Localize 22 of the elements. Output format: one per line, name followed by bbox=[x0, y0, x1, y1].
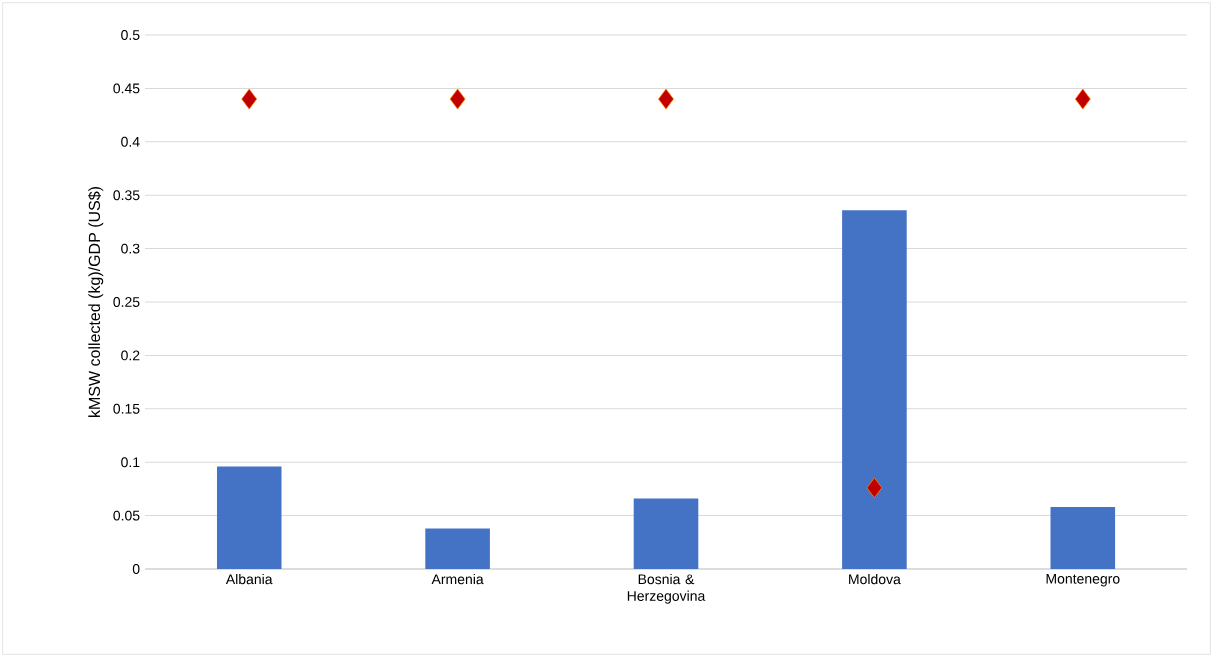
x-tick-label: Albania bbox=[225, 573, 273, 585]
bar bbox=[842, 210, 907, 569]
y-tick-label: 0.05 bbox=[113, 510, 140, 521]
x-tick-label: Moldova bbox=[849, 573, 901, 585]
y-tick-label: 0 bbox=[132, 564, 140, 574]
bar bbox=[216, 466, 282, 569]
y-tick-label: 0.25 bbox=[113, 297, 140, 307]
y-tick-label: 0.3 bbox=[121, 243, 140, 254]
y-tick-label: 0.2 bbox=[121, 350, 140, 361]
bar bbox=[1050, 507, 1116, 569]
y-tick-label: 0.1 bbox=[121, 457, 140, 468]
bar bbox=[633, 498, 699, 569]
y-tick-label: 0.4 bbox=[121, 136, 140, 147]
y-axis-title: kMSW collected (kg)/GDP (US$) bbox=[88, 187, 104, 417]
y-tick-label: 0.15 bbox=[113, 403, 140, 414]
bar bbox=[425, 528, 490, 569]
x-tick-label: Bosnia & Herzegovina bbox=[627, 573, 706, 604]
x-tick-label: Montenegro bbox=[1046, 573, 1120, 587]
x-tick-label: Armenia bbox=[431, 573, 484, 585]
y-tick-label: 0.35 bbox=[113, 190, 140, 201]
y-tick-label: 0.45 bbox=[113, 83, 140, 94]
y-tick-label: 0.5 bbox=[121, 30, 140, 40]
